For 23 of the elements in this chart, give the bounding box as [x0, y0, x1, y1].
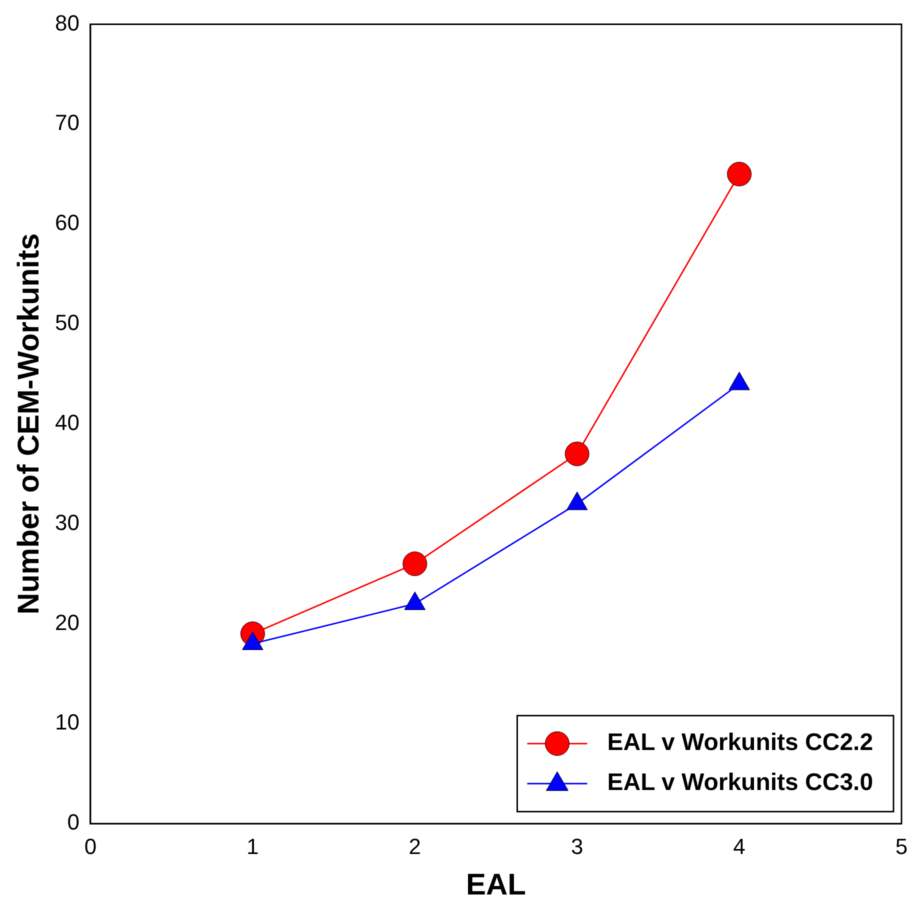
y-tick-label: 80: [54, 10, 80, 36]
y-tick-label: 50: [54, 310, 80, 336]
y-tick-label: 10: [54, 710, 80, 735]
y-axis-title: Number of CEM-Workunits: [12, 233, 46, 614]
point: [404, 592, 426, 610]
legend-label: EAL v Workunits CC2.2: [607, 729, 874, 756]
x-tick-label: 0: [84, 834, 97, 859]
x-tick-label: 4: [733, 834, 746, 859]
y-tick-label: 70: [54, 110, 80, 136]
y-tick-label: 30: [54, 510, 80, 535]
x-tick-label: 3: [570, 834, 584, 859]
x-tick-label: 2: [408, 834, 422, 859]
x-axis-title: EAL: [466, 868, 526, 902]
y-tick-label: 60: [54, 210, 80, 236]
x-tick-label: 1: [246, 834, 259, 859]
point: [566, 492, 588, 510]
point: [727, 162, 752, 186]
point: [728, 372, 750, 390]
y-tick-label: 0: [67, 810, 80, 835]
y-tick-label: 20: [54, 610, 80, 635]
y-tick-label: 40: [54, 410, 80, 435]
x-tick-label: 5: [895, 834, 908, 859]
legend-label: EAL v Workunits CC3.0: [607, 769, 874, 796]
